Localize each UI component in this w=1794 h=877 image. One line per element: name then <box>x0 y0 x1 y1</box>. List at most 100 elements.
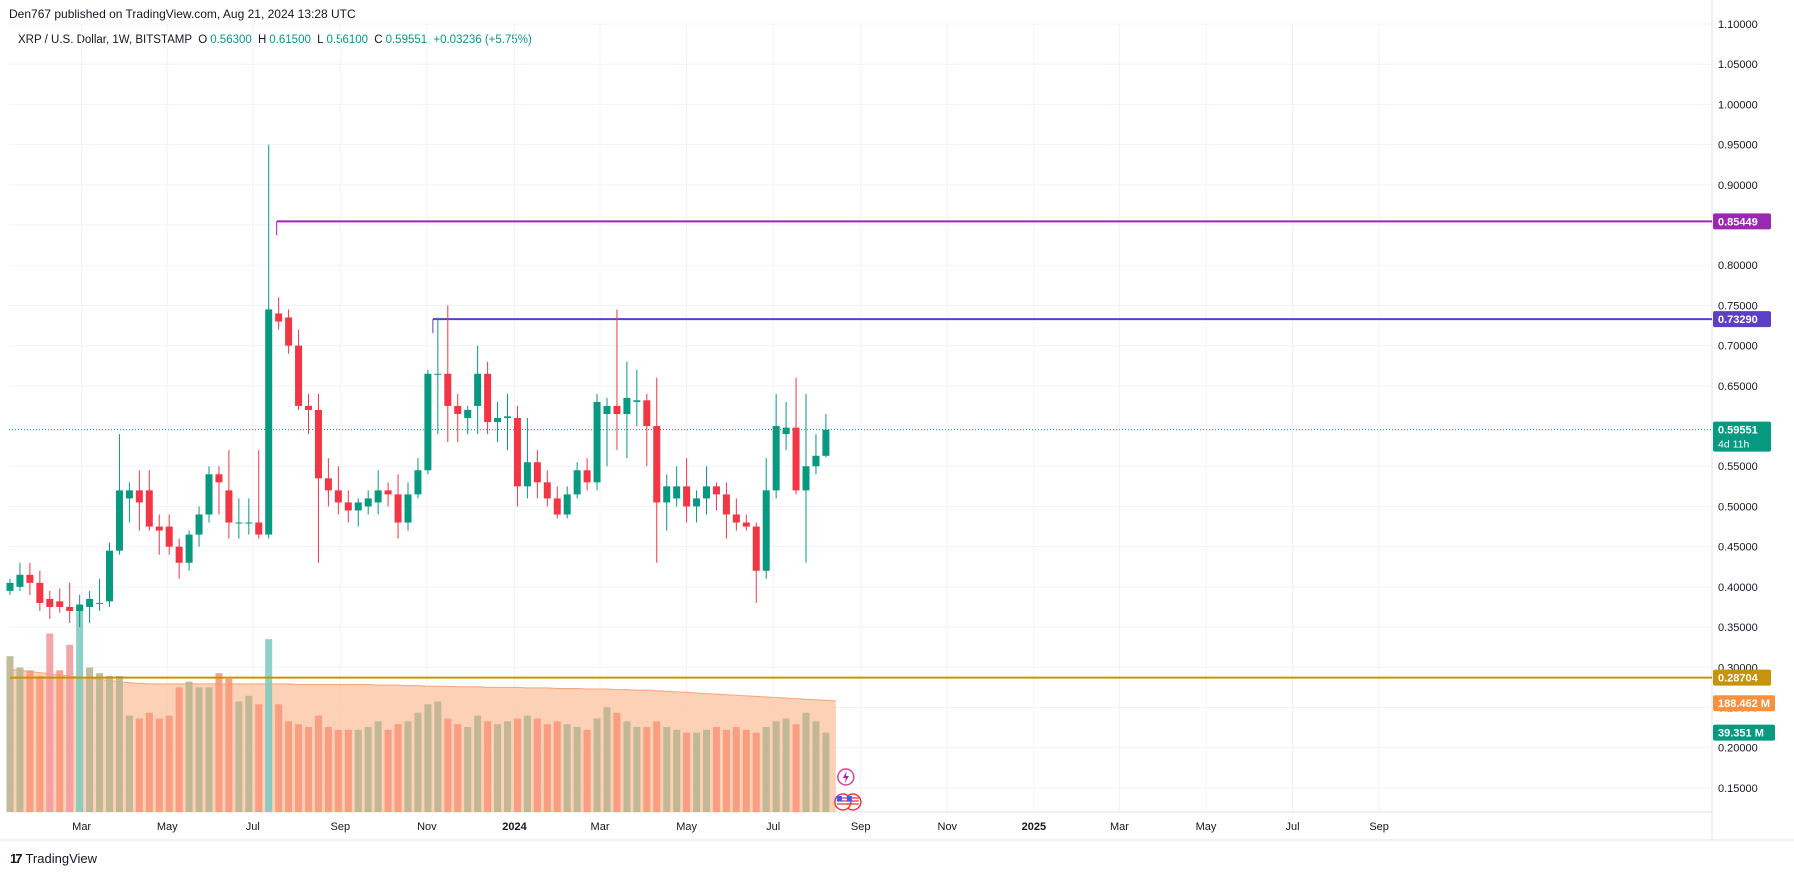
candle-body <box>364 498 372 507</box>
volume-bar <box>56 670 64 812</box>
high-value: 0.61500 <box>269 34 311 46</box>
time-tick-label: May <box>676 821 697 833</box>
time-tick-label: Sep <box>1369 821 1389 833</box>
candle-body <box>513 418 521 487</box>
candle-body <box>125 490 133 499</box>
volume-average-area <box>10 669 836 812</box>
candle-body <box>623 397 631 414</box>
volume-bar <box>792 724 800 812</box>
volume-bar <box>285 721 293 812</box>
last-price-badge <box>1713 421 1771 452</box>
volume-bar <box>812 721 820 812</box>
time-tick-label: Mar <box>591 821 610 833</box>
candle-body <box>215 474 223 483</box>
volume-bar <box>354 729 362 812</box>
volume-bar <box>772 721 780 812</box>
candle-body <box>603 405 611 414</box>
candle-body <box>523 462 531 487</box>
candle-body <box>106 550 113 602</box>
close-value: 0.59551 <box>385 34 428 46</box>
price-tick-label: 0.15000 <box>1718 783 1758 795</box>
candle-body <box>245 522 253 524</box>
last-price-badge-label: 0.59551 <box>1718 425 1758 437</box>
flag-canton <box>836 796 842 801</box>
candle-body <box>722 494 730 515</box>
volume-bar <box>384 729 392 812</box>
volume-bar <box>802 712 810 812</box>
candle-body <box>66 606 74 611</box>
volume-bar <box>414 712 422 812</box>
volume-bar <box>46 633 54 812</box>
volume-bar <box>324 727 332 812</box>
candle-body <box>772 426 780 491</box>
candle-body <box>135 490 143 503</box>
candle-body <box>185 534 193 563</box>
time-tick-label: Sep <box>331 821 351 833</box>
candle-body <box>16 574 24 587</box>
candle-body <box>374 490 382 503</box>
volume-bar <box>613 712 621 812</box>
candle-body <box>752 526 760 571</box>
tradingview-brand: TradingView <box>25 851 98 866</box>
candle-body <box>115 490 123 551</box>
candle-body <box>314 409 322 479</box>
hline-badge <box>1713 669 1771 686</box>
candle-body <box>553 498 561 515</box>
tradingview-logo[interactable]: 17 TradingView <box>10 851 97 866</box>
candle-body <box>414 470 422 495</box>
horizontal-lines <box>9 220 1712 679</box>
volume-average-badge <box>1713 695 1775 712</box>
hline-badge <box>1713 311 1771 328</box>
time-tick-label: 2024 <box>502 821 527 833</box>
volume-bar <box>175 687 183 812</box>
hline-badge-label: 0.28704 <box>1718 673 1759 685</box>
volume-bar <box>474 715 482 812</box>
candle-body <box>504 416 511 418</box>
volume-bar <box>593 718 601 812</box>
candle-body <box>145 490 153 527</box>
candle-body <box>673 486 681 499</box>
low-value: 0.56100 <box>326 34 369 46</box>
time-tick-label: Nov <box>938 821 958 833</box>
candle-body <box>573 470 581 495</box>
price-tick-label: 0.45000 <box>1718 542 1758 554</box>
volume-bar <box>752 732 760 812</box>
volume-bar <box>215 673 223 812</box>
volume-bar <box>344 729 352 812</box>
price-tick-label: 0.95000 <box>1718 140 1758 152</box>
volume-bar <box>295 724 303 812</box>
candle-body <box>334 490 342 503</box>
publisher-meta: Den767 published on TradingView.com, Aug… <box>9 7 356 21</box>
volume-bar <box>374 721 382 812</box>
candle-body <box>354 502 362 511</box>
time-tick-label: 2025 <box>1022 821 1046 833</box>
candle-body <box>205 474 213 515</box>
symbol-title[interactable]: XRP / U.S. Dollar, 1W, BITSTAMP <box>18 34 193 46</box>
price-tick-label: 0.80000 <box>1718 260 1758 272</box>
candle-body <box>56 601 64 607</box>
candle-body <box>275 313 283 322</box>
volume-bar <box>106 676 113 812</box>
candle-body <box>175 546 183 563</box>
volume-bar <box>504 721 511 812</box>
price-tick-label: 0.20000 <box>1718 743 1758 755</box>
volume-bar <box>135 718 143 812</box>
time-tick-label: May <box>1196 821 1217 833</box>
volume-bar <box>36 676 44 812</box>
candle-body <box>762 490 770 571</box>
price-tick-label: 0.65000 <box>1718 381 1758 393</box>
price-tick-label: 0.50000 <box>1718 501 1758 513</box>
candle-body <box>36 582 44 603</box>
volume-pane <box>6 608 836 812</box>
volume-bar <box>633 727 641 812</box>
volume-bar <box>255 704 263 812</box>
candle-body <box>225 490 233 523</box>
volume-bar <box>434 701 442 812</box>
candle-body <box>434 373 442 375</box>
volume-bar <box>165 715 173 812</box>
volume-bar <box>494 724 502 812</box>
volume-bar <box>464 727 472 812</box>
candle-body <box>46 598 54 607</box>
lightning-glyph-icon <box>842 771 849 783</box>
